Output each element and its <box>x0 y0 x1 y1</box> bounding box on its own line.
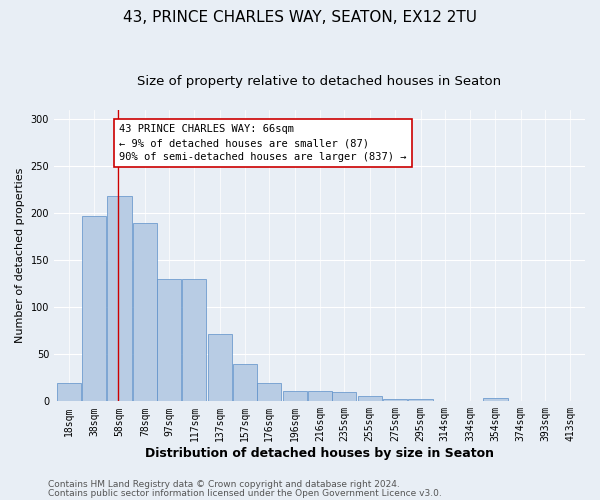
Text: 43, PRINCE CHARLES WAY, SEATON, EX12 2TU: 43, PRINCE CHARLES WAY, SEATON, EX12 2TU <box>123 10 477 25</box>
Bar <box>233 364 257 402</box>
Bar <box>182 279 206 402</box>
Bar <box>257 382 281 402</box>
Bar <box>484 398 508 402</box>
Bar <box>308 391 332 402</box>
Bar <box>56 384 81 402</box>
Bar <box>107 196 131 402</box>
Text: 43 PRINCE CHARLES WAY: 66sqm
← 9% of detached houses are smaller (87)
90% of sem: 43 PRINCE CHARLES WAY: 66sqm ← 9% of det… <box>119 124 406 162</box>
Bar <box>383 398 407 402</box>
Bar <box>332 392 356 402</box>
Bar <box>157 279 181 402</box>
Text: Contains HM Land Registry data © Crown copyright and database right 2024.: Contains HM Land Registry data © Crown c… <box>48 480 400 489</box>
Bar <box>82 216 106 402</box>
Bar <box>409 400 433 402</box>
Y-axis label: Number of detached properties: Number of detached properties <box>15 168 25 344</box>
Bar <box>283 391 307 402</box>
Bar <box>208 334 232 402</box>
Title: Size of property relative to detached houses in Seaton: Size of property relative to detached ho… <box>137 75 502 88</box>
Text: Contains public sector information licensed under the Open Government Licence v3: Contains public sector information licen… <box>48 489 442 498</box>
Bar <box>358 396 382 402</box>
Bar <box>133 223 157 402</box>
X-axis label: Distribution of detached houses by size in Seaton: Distribution of detached houses by size … <box>145 447 494 460</box>
